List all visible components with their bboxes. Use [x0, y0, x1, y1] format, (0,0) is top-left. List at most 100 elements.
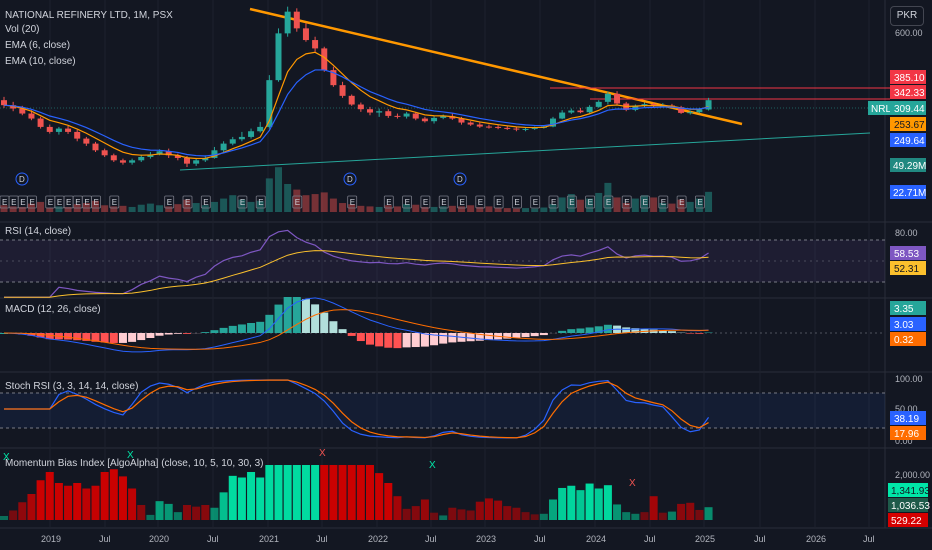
volume-bar: [613, 197, 621, 212]
mbi-bar: [494, 500, 503, 520]
earnings-marker: [164, 195, 175, 209]
mbi-bar: [91, 485, 100, 520]
volume-bar: [293, 189, 301, 212]
volume-bar: [311, 194, 319, 212]
currency-button[interactable]: PKR: [890, 6, 924, 26]
candle-body: [119, 160, 126, 163]
mbi-bar: [658, 512, 667, 520]
dividend-marker-label: D: [19, 175, 25, 184]
mbi-signal-marker: X: [127, 450, 134, 461]
earnings-marker-label: E: [661, 198, 666, 207]
earnings-marker: [603, 195, 614, 209]
time-axis-label: 2021: [259, 534, 279, 544]
mbi-bar: [585, 483, 594, 520]
mbi-bar: [503, 506, 512, 520]
volume-bar: [366, 206, 374, 212]
mbi-bar: [375, 473, 384, 520]
price-axis[interactable]: 600.00 80.00 100.00 50.00 0.00 2,000.00 …: [868, 28, 930, 527]
volume-bar: [705, 191, 713, 212]
study-vol: Vol (20): [5, 24, 39, 35]
volume-bar: [393, 206, 401, 212]
candle-body: [65, 128, 72, 132]
mbi-bar: [128, 488, 137, 520]
volume-bar: [668, 203, 676, 212]
stoch-d-line: [4, 379, 709, 439]
candle-body: [586, 106, 593, 113]
candle-body: [568, 110, 575, 113]
tag-rsi-text: 58.53: [894, 249, 919, 260]
candle-body: [1, 100, 7, 106]
mbi-bar: [320, 465, 329, 520]
candle-body: [513, 128, 520, 130]
macd-histogram-bar: [91, 333, 100, 342]
macd-histogram-bar: [320, 312, 329, 333]
mbi-bar: [613, 504, 622, 520]
macd-histogram-bar: [128, 333, 137, 342]
time-axis-label: Jul: [425, 534, 437, 544]
macd-histogram-bar: [366, 333, 374, 345]
mbi-bar: [109, 469, 118, 520]
mbi-bar: [622, 512, 631, 520]
earnings-marker-label: E: [423, 198, 428, 207]
candle-body: [110, 155, 117, 161]
macd-histogram-bar: [448, 333, 457, 343]
macd-line: [3, 297, 709, 353]
mbi-signal-marker: X: [629, 478, 636, 489]
volume-bar: [421, 206, 429, 212]
volume-bar: [476, 206, 484, 212]
mbi-bar: [594, 488, 603, 520]
mbi-bar: [173, 512, 182, 520]
tag-mbi-2: [888, 498, 928, 512]
mbi-bar: [420, 499, 429, 520]
macd-histogram-bar: [539, 333, 548, 336]
tag-mbi-2-text: 1,036.53: [891, 501, 930, 512]
tag-mbi-1-text: 1,341.93: [891, 486, 930, 497]
macd-histogram-bar: [237, 324, 246, 333]
volume-bar: [37, 201, 45, 212]
earnings-marker: [292, 195, 303, 209]
candle-body: [394, 115, 401, 117]
mbi-bar: [402, 508, 411, 520]
volume-bar: [567, 194, 575, 212]
macd-histogram-bar: [658, 330, 667, 333]
candle-body: [184, 157, 190, 164]
candle-body: [129, 160, 136, 163]
earnings-marker-label: E: [643, 198, 648, 207]
candle-body: [632, 105, 639, 110]
mbi-bar: [631, 513, 640, 520]
candle-body: [220, 143, 227, 151]
macd-histogram-bar: [530, 333, 539, 337]
earnings-marker-label: E: [460, 198, 465, 207]
macd-pane: [0, 297, 885, 353]
candle-body: [696, 109, 703, 113]
candle-body: [412, 113, 419, 119]
volume-bar: [503, 208, 511, 212]
earnings-marker-label: E: [533, 198, 538, 207]
earnings-marker-label: E: [697, 198, 702, 207]
dividend-marker-label: D: [347, 175, 353, 184]
earnings-marker-label: E: [185, 198, 190, 207]
tag-ema10-text: 249.64: [894, 136, 925, 147]
volume-bar: [357, 205, 365, 212]
mbi-bar: [457, 509, 466, 520]
tag-mbi-3-text: 529.22: [891, 516, 922, 527]
candle-body: [147, 154, 154, 157]
tag-mbi-1: [888, 483, 928, 497]
mbi-signal-marker: X: [3, 452, 10, 463]
macd-histogram-bar: [73, 333, 82, 341]
macd-histogram-bar: [228, 325, 237, 333]
candle-body: [330, 70, 337, 86]
candle-body: [577, 110, 584, 113]
time-axis-label: 2024: [586, 534, 606, 544]
volume-bar: [695, 198, 703, 212]
volume-bar: [220, 198, 228, 212]
mbi-bar: [384, 483, 393, 520]
earnings-marker: [347, 195, 358, 209]
volume-bar: [92, 200, 99, 212]
macd-histogram-bar: [439, 333, 448, 344]
earnings-marker: [530, 195, 541, 209]
stoch-band: [0, 393, 885, 428]
volume-bar: [18, 206, 26, 212]
time-axis[interactable]: 2019 Jul 2020 Jul 2021 Jul 2022 Jul 2023 Jul 2024 J…: [41, 534, 875, 544]
